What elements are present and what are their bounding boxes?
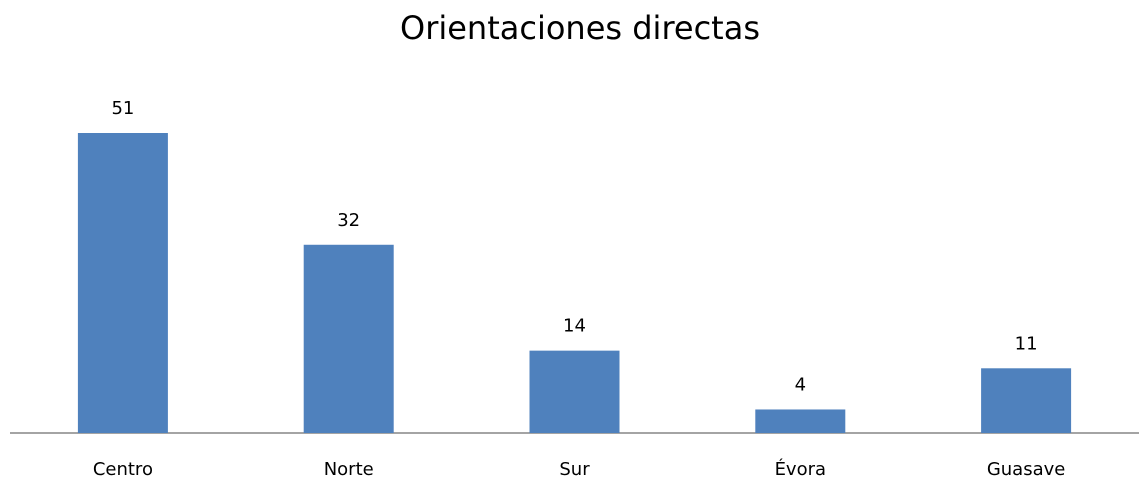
chart-title: Orientaciones directas: [400, 9, 760, 47]
data-label: 4: [795, 374, 806, 395]
x-tick-label: Évora: [775, 458, 826, 480]
x-tick-label: Sur: [559, 459, 590, 480]
bar: [303, 244, 394, 433]
bar: [529, 350, 620, 433]
data-label: 51: [111, 98, 134, 119]
bar: [755, 409, 846, 433]
bar: [77, 133, 168, 433]
data-label: 32: [337, 210, 360, 231]
data-label: 11: [1015, 333, 1038, 354]
x-tick-label: Norte: [324, 459, 374, 480]
data-label: 14: [563, 316, 586, 337]
bar: [981, 368, 1072, 433]
x-tick-label: Guasave: [987, 459, 1066, 480]
x-tick-label: Centro: [93, 459, 153, 480]
